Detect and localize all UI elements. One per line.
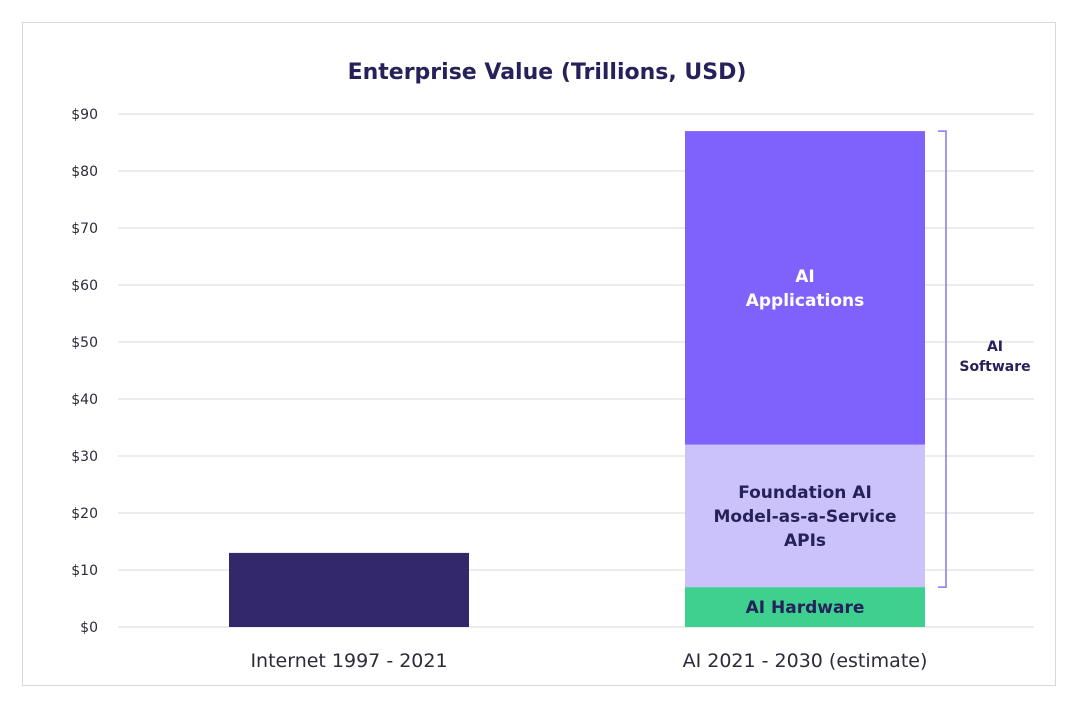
y-tick-label: $30 [71,449,98,465]
y-tick-label: $70 [71,221,98,237]
y-tick-label: $60 [71,278,98,294]
segment-label: Foundation AI [738,483,872,503]
software-bracket: AI Software [938,130,1031,588]
chart-title: Enterprise Value (Trillions, USD) [348,60,747,85]
segment-label: APIs [784,531,826,551]
y-tick-label: $10 [71,563,98,579]
bracket-label: Software [959,359,1030,375]
bar-segment [229,552,469,627]
x-axis-categories: Internet 1997 - 2021 AI 2021 - 2030 (esti… [250,650,927,672]
x-category-label: AI 2021 - 2030 (estimate) [683,650,928,672]
y-tick-label: $80 [71,164,98,180]
bar-segment [685,587,925,627]
segment-label: Model-as-a-Service [713,507,896,527]
y-tick-label: $0 [80,620,98,636]
x-category-label: Internet 1997 - 2021 [250,650,447,672]
y-tick-label: $50 [71,335,98,351]
y-tick-label: $20 [71,506,98,522]
segment-label: AI [795,267,814,287]
bracket-label: AI [987,339,1003,355]
bracket-line [938,130,947,588]
y-axis-ticks: $0 $10 $20 $30 $40 $50 $60 $70 $80 $90 [71,107,98,636]
bar-segment [685,131,925,445]
segment-label: AI Hardware [746,598,865,618]
segment-label: Applications [746,291,865,311]
bars: AI Hardware Foundation AI Model-as-a-Servi… [229,131,925,627]
chart-frame [22,22,1056,686]
y-tick-label: $90 [71,107,98,123]
bar-segment [685,444,925,588]
y-tick-label: $40 [71,392,98,408]
